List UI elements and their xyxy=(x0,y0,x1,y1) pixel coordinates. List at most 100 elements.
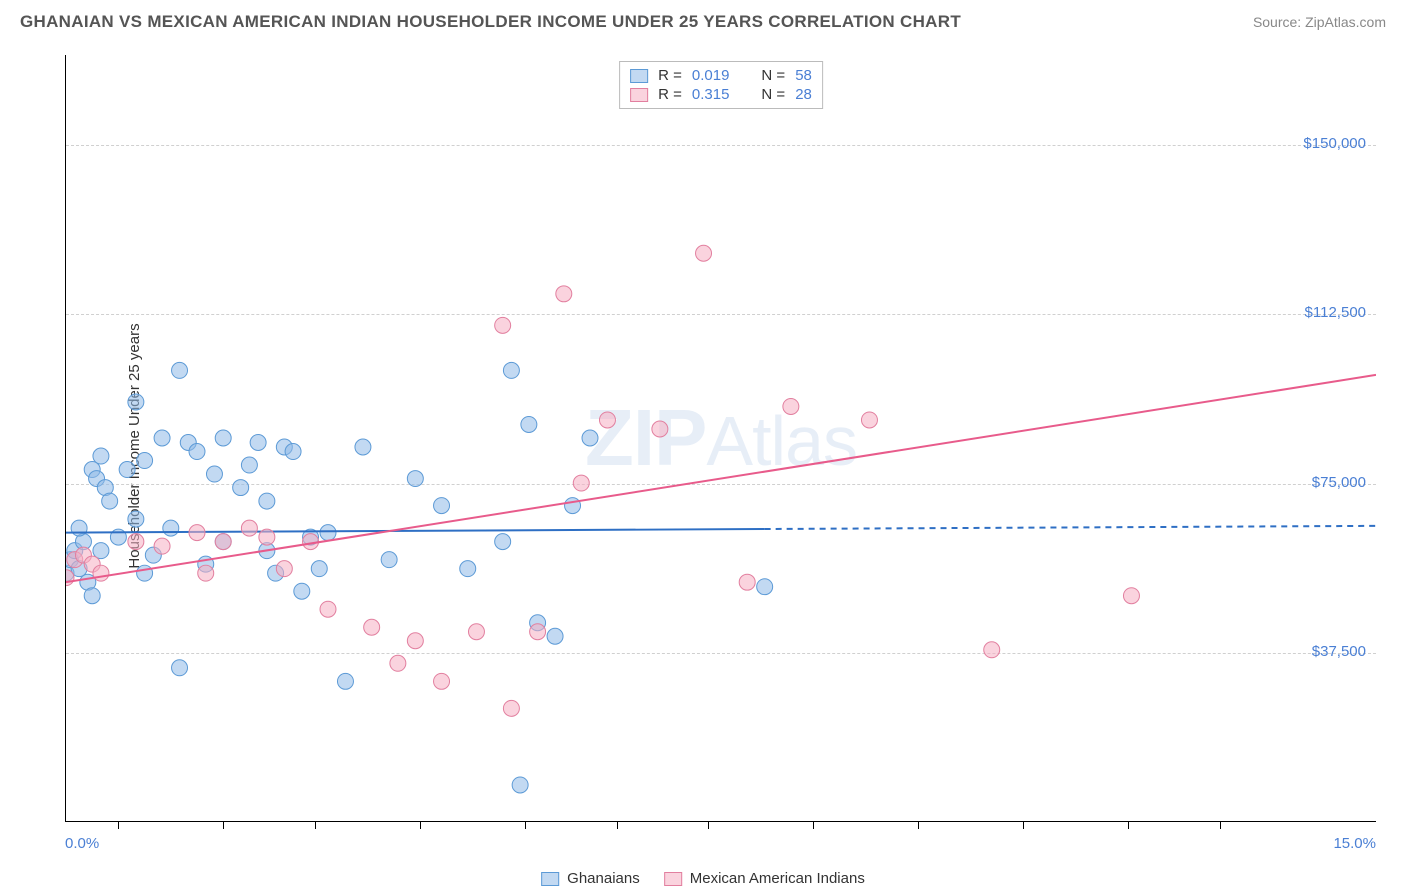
x-tick xyxy=(118,821,119,829)
scatter-point xyxy=(241,520,257,536)
scatter-point xyxy=(163,520,179,536)
scatter-point xyxy=(189,444,205,460)
scatter-point xyxy=(172,660,188,676)
scatter-point xyxy=(294,583,310,599)
x-tick xyxy=(1023,821,1024,829)
legend-series-name: Mexican American Indians xyxy=(690,870,865,887)
stats-legend: R = 0.019 N = 58 R = 0.315 N = 28 xyxy=(619,61,823,109)
scatter-point xyxy=(285,444,301,460)
plot-area: ZIPAtlas R =0.019N =58R =0.315N =28 xyxy=(65,55,1376,822)
trend-line-dashed xyxy=(765,526,1376,529)
x-tick xyxy=(315,821,316,829)
legend-swatch-icon xyxy=(630,69,648,83)
scatter-point xyxy=(93,565,109,581)
scatter-point xyxy=(259,529,275,545)
scatter-point xyxy=(364,619,380,635)
scatter-point xyxy=(1123,588,1139,604)
scatter-point xyxy=(460,561,476,577)
chart-title: GHANAIAN VS MEXICAN AMERICAN INDIAN HOUS… xyxy=(20,12,961,32)
x-tick xyxy=(813,821,814,829)
scatter-point xyxy=(984,642,1000,658)
scatter-point xyxy=(495,317,511,333)
scatter-point xyxy=(172,362,188,378)
scatter-point xyxy=(599,412,615,428)
x-tick xyxy=(1128,821,1129,829)
x-tick xyxy=(525,821,526,829)
x-tick xyxy=(1220,821,1221,829)
scatter-point xyxy=(696,245,712,261)
scatter-point xyxy=(128,394,144,410)
legend-swatch-icon xyxy=(664,872,682,886)
n-value: 58 xyxy=(795,67,812,84)
legend-swatch-icon xyxy=(541,872,559,886)
scatter-point xyxy=(530,624,546,640)
scatter-point xyxy=(137,565,153,581)
scatter-point xyxy=(861,412,877,428)
scatter-point xyxy=(565,498,581,514)
x-axis-labels: 0.0% 15.0% xyxy=(65,835,1376,852)
scatter-point xyxy=(337,673,353,689)
scatter-point xyxy=(241,457,257,473)
x-tick xyxy=(918,821,919,829)
scatter-point xyxy=(512,777,528,793)
r-label: R = xyxy=(658,86,682,103)
legend-item: Mexican American Indians xyxy=(664,870,865,887)
source-credit: Source: ZipAtlas.com xyxy=(1253,14,1386,30)
r-value: 0.019 xyxy=(692,67,730,84)
scatter-point xyxy=(154,430,170,446)
x-axis-min: 0.0% xyxy=(65,835,99,852)
n-value: 28 xyxy=(795,86,812,103)
n-label: N = xyxy=(761,86,785,103)
scatter-point xyxy=(381,552,397,568)
scatter-point xyxy=(503,362,519,378)
scatter-point xyxy=(547,628,563,644)
x-tick xyxy=(223,821,224,829)
scatter-point xyxy=(102,493,118,509)
scatter-point xyxy=(259,493,275,509)
x-tick xyxy=(708,821,709,829)
scatter-point xyxy=(652,421,668,437)
scatter-point xyxy=(556,286,572,302)
scatter-point xyxy=(320,525,336,541)
scatter-point xyxy=(582,430,598,446)
x-tick xyxy=(617,821,618,829)
scatter-point xyxy=(93,448,109,464)
scatter-point xyxy=(154,538,170,554)
legend-item: Ghanaians xyxy=(541,870,640,887)
scatter-point xyxy=(355,439,371,455)
x-axis-max: 15.0% xyxy=(1333,835,1376,852)
stats-legend-row: R = 0.315 N = 28 xyxy=(630,85,812,104)
n-label: N = xyxy=(761,67,785,84)
scatter-point xyxy=(573,475,589,491)
scatter-point xyxy=(84,588,100,604)
scatter-point xyxy=(215,534,231,550)
scatter-point xyxy=(390,655,406,671)
r-label: R = xyxy=(658,67,682,84)
scatter-point xyxy=(189,525,205,541)
r-value: 0.315 xyxy=(692,86,730,103)
scatter-point xyxy=(198,565,214,581)
legend-swatch-icon xyxy=(630,88,648,102)
x-tick xyxy=(420,821,421,829)
scatter-point xyxy=(407,471,423,487)
scatter-point xyxy=(739,574,755,590)
scatter-point xyxy=(434,673,450,689)
series-legend: Ghanaians Mexican American Indians xyxy=(541,870,865,887)
scatter-point xyxy=(495,534,511,550)
scatter-point xyxy=(93,543,109,559)
stats-legend-row: R = 0.019 N = 58 xyxy=(630,66,812,85)
scatter-point xyxy=(311,561,327,577)
scatter-point xyxy=(250,435,266,451)
scatter-point xyxy=(71,520,87,536)
scatter-point xyxy=(757,579,773,595)
scatter-point xyxy=(206,466,222,482)
scatter-point xyxy=(320,601,336,617)
scatter-point xyxy=(215,430,231,446)
scatter-point xyxy=(407,633,423,649)
trend-line xyxy=(66,375,1376,582)
scatter-point xyxy=(521,416,537,432)
scatter-point xyxy=(128,534,144,550)
scatter-point xyxy=(233,480,249,496)
scatter-point xyxy=(137,453,153,469)
scatter-point xyxy=(434,498,450,514)
